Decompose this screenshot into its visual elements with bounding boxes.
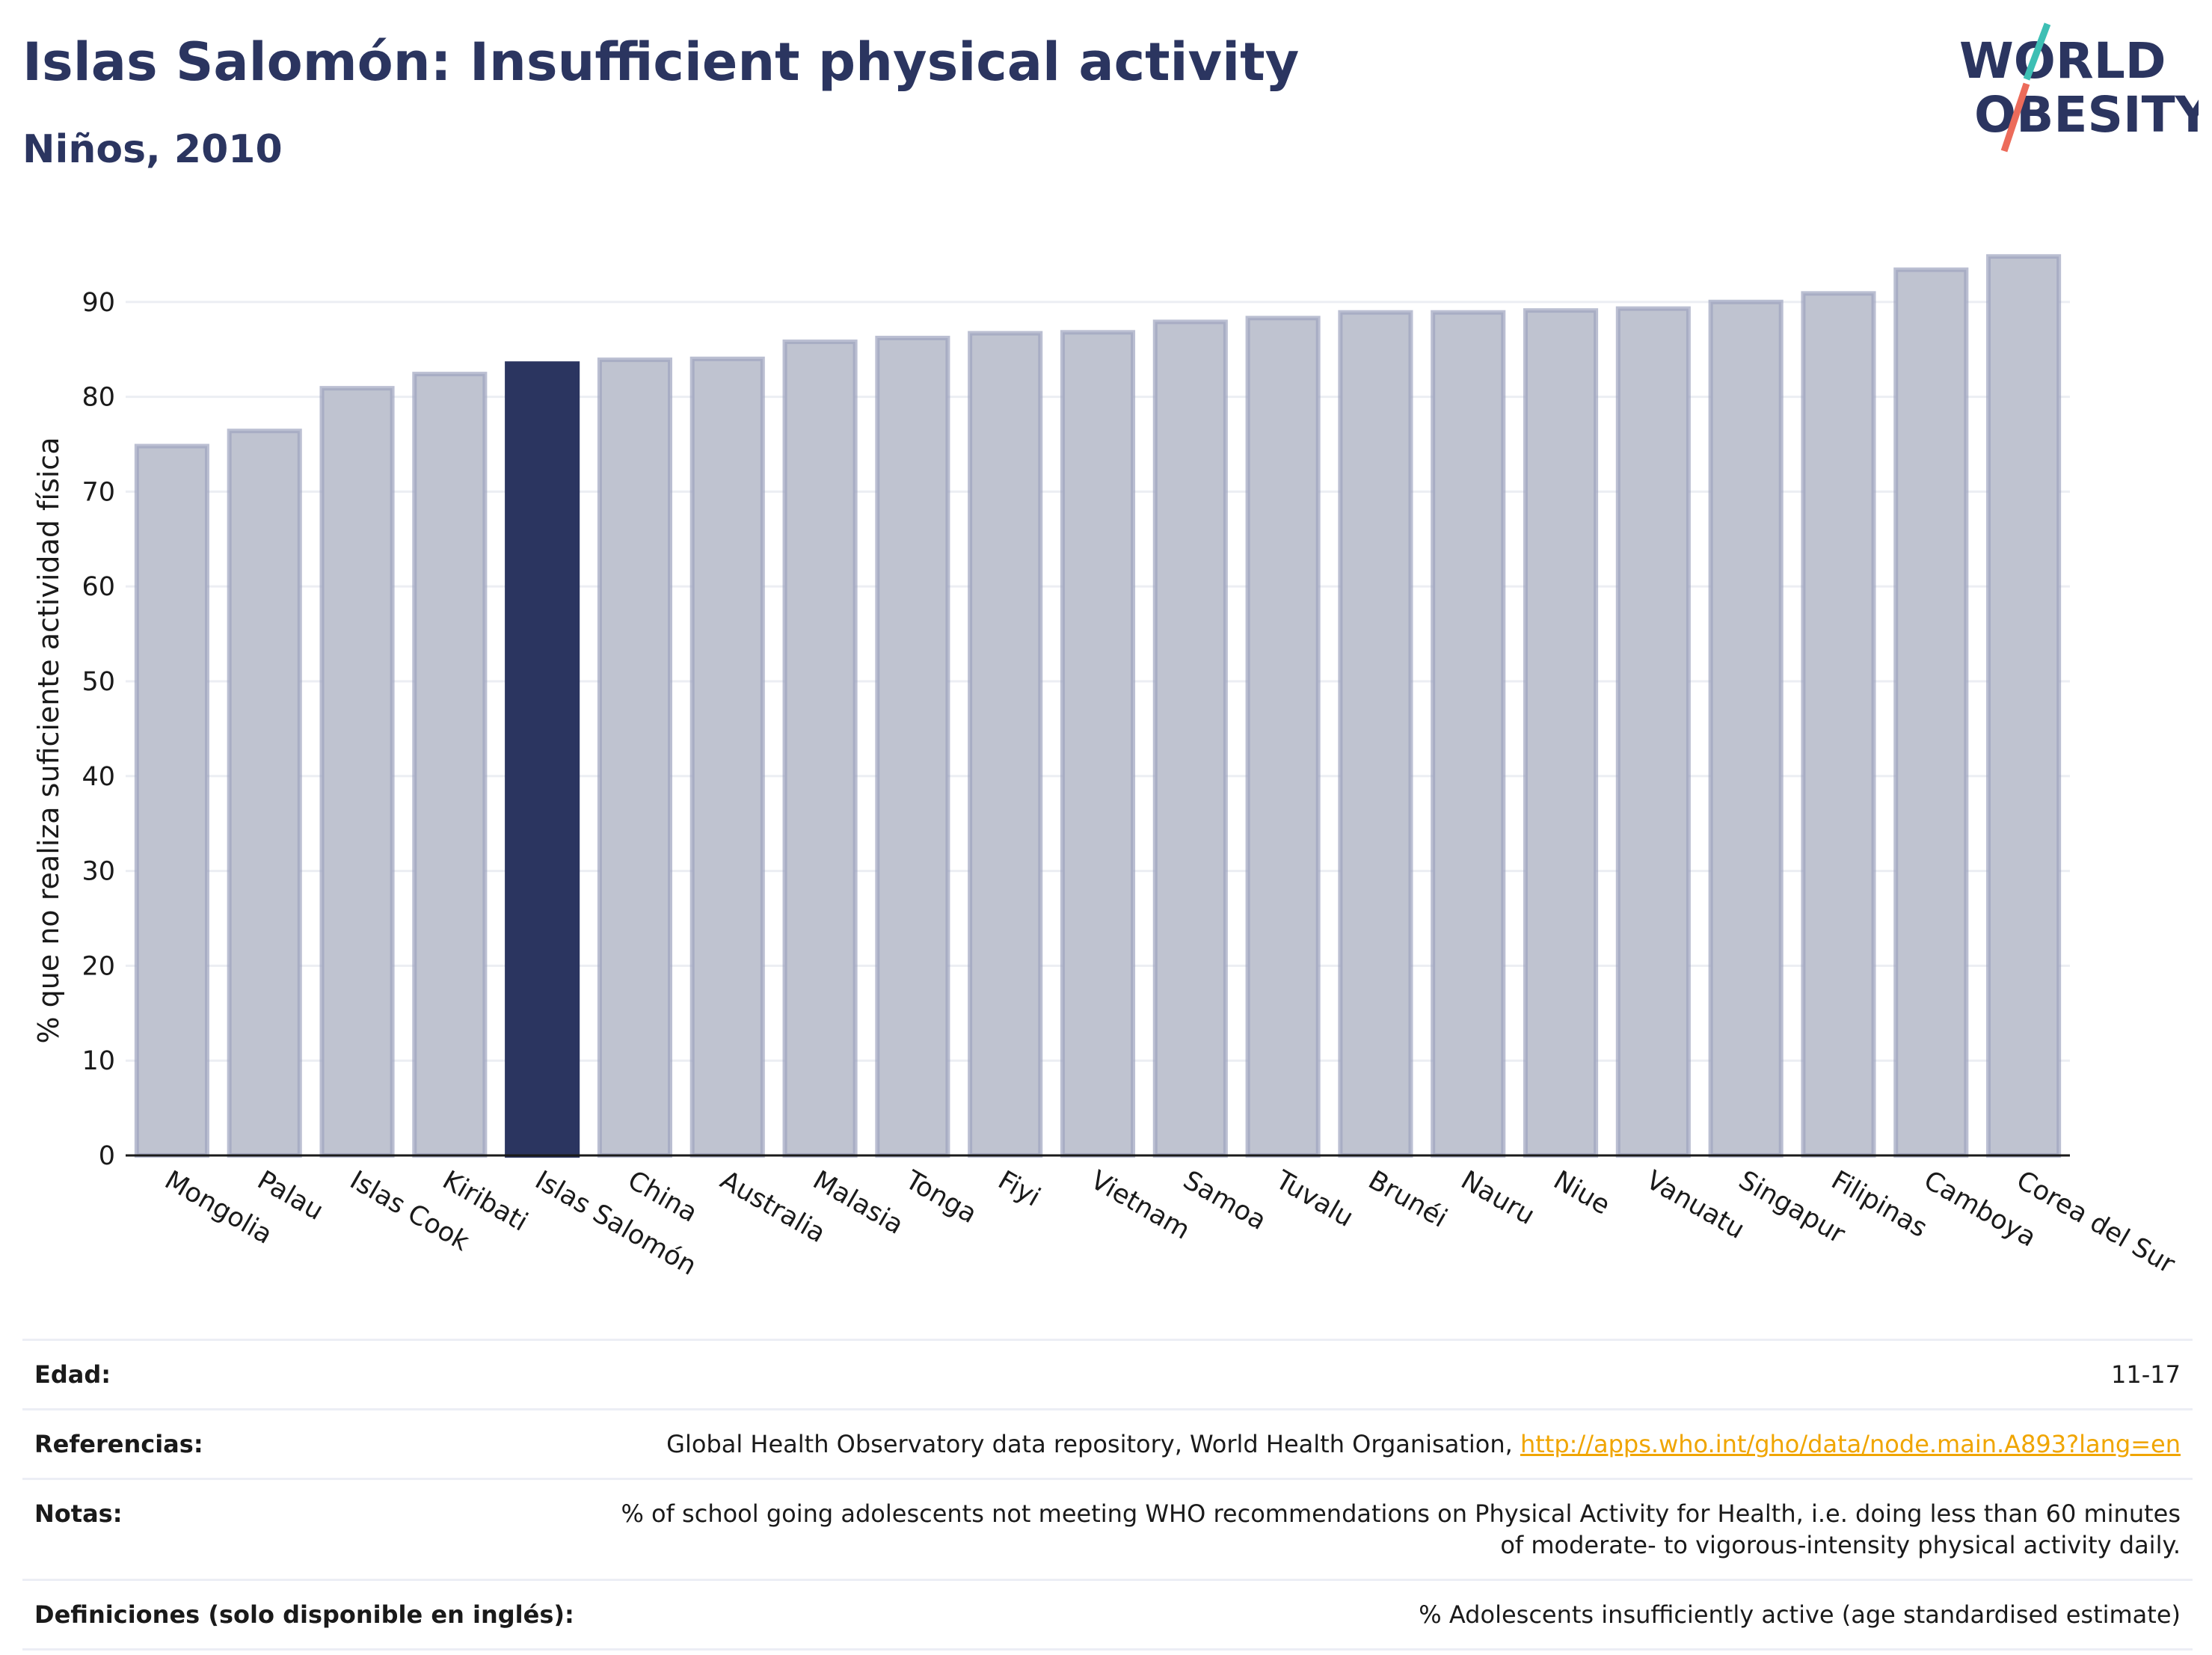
bar: [1801, 291, 1876, 1158]
chart-title: Islas Salomón: Insufficient physical act…: [22, 31, 1300, 93]
info-row-notes: Notas: % of school going adolescents not…: [22, 1478, 2193, 1581]
bar: [1893, 267, 1969, 1158]
reference-link[interactable]: http://apps.who.int/gho/data/node.main.A…: [1520, 1430, 2181, 1458]
y-tick-label: 20: [82, 951, 115, 981]
bar: [1060, 330, 1136, 1158]
info-row-references: Referencias: Global Health Observatory d…: [22, 1408, 2193, 1480]
bar: [1431, 310, 1506, 1158]
bar: [1338, 310, 1413, 1158]
reference-text: Global Health Observatory data repositor…: [666, 1430, 1520, 1458]
bar: [1986, 254, 2062, 1158]
bar: [875, 335, 950, 1158]
y-tick-label: 40: [82, 762, 115, 792]
x-tick-label: Corea del Sur: [2012, 1165, 2181, 1280]
x-tick-label: Fiyi: [993, 1165, 1045, 1213]
info-value: % Adolescents insufficiently active (age…: [586, 1579, 2193, 1651]
logo-slash-teal: [2023, 22, 2051, 81]
bar: [689, 356, 765, 1158]
bar: [1152, 319, 1228, 1158]
y-tick-label: 70: [82, 477, 115, 507]
bar: [1523, 308, 1599, 1158]
x-tick-label: Australia: [715, 1165, 830, 1249]
bar: [968, 331, 1043, 1158]
y-tick-label: 30: [82, 857, 115, 887]
bar: [1615, 306, 1691, 1158]
info-table: Edad: 11-17 Referencias: Global Health O…: [22, 1339, 2193, 1651]
info-key: Referencias:: [22, 1408, 586, 1480]
y-tick-label: 0: [99, 1141, 115, 1171]
bar: [227, 429, 302, 1158]
info-key: Notas:: [22, 1478, 586, 1581]
logo-slash-coral: [2000, 82, 2030, 153]
logo-line1: WORLD: [1959, 32, 2166, 90]
info-value: 11-17: [586, 1339, 2193, 1410]
bar: [782, 340, 858, 1158]
y-axis-title: % que no realiza suficiente actividad fí…: [32, 437, 65, 1044]
x-tick-label: Niue: [1549, 1165, 1615, 1220]
info-key: Definiciones (solo disponible en inglés)…: [22, 1579, 586, 1651]
bars: [134, 254, 2062, 1158]
x-tick-label: Brunéi: [1363, 1165, 1452, 1234]
info-row-definitions: Definiciones (solo disponible en inglés)…: [22, 1579, 2193, 1651]
x-tick-label: Tuvalu: [1270, 1165, 1358, 1233]
y-tick-label: 10: [82, 1046, 115, 1076]
x-tick-label: Islas Salomón: [530, 1165, 701, 1281]
bar: [597, 357, 673, 1158]
x-tick-label: Vanuatu: [1641, 1165, 1749, 1245]
bar: [505, 361, 580, 1158]
bar: [319, 386, 395, 1158]
bar: [412, 372, 488, 1158]
y-axis-ticks: 0 10 20 30 40 50 60 70 80 90: [82, 288, 115, 1171]
x-tick-label: Nauru: [1456, 1165, 1540, 1231]
info-row-age: Edad: 11-17: [22, 1339, 2193, 1410]
info-value: % of school going adolescents not meetin…: [586, 1478, 2193, 1581]
x-tick-label: Singapur: [1733, 1165, 1850, 1250]
bar: [134, 443, 209, 1158]
x-tick-label: Tonga: [900, 1165, 982, 1229]
world-obesity-logo: WORLD OBESITY: [1959, 22, 2199, 153]
y-tick-label: 80: [82, 383, 115, 413]
info-value: Global Health Observatory data repositor…: [586, 1408, 2193, 1480]
chart-subtitle: Niños, 2010: [22, 127, 283, 172]
y-tick-label: 60: [82, 572, 115, 602]
x-tick-label: Vietnam: [1086, 1165, 1195, 1246]
x-tick-label: Samoa: [1178, 1165, 1271, 1236]
y-tick-label: 50: [82, 667, 115, 697]
y-tick-label: 90: [82, 288, 115, 318]
info-key: Edad:: [22, 1339, 586, 1410]
bar: [1708, 299, 1784, 1158]
bar: [1245, 316, 1321, 1158]
